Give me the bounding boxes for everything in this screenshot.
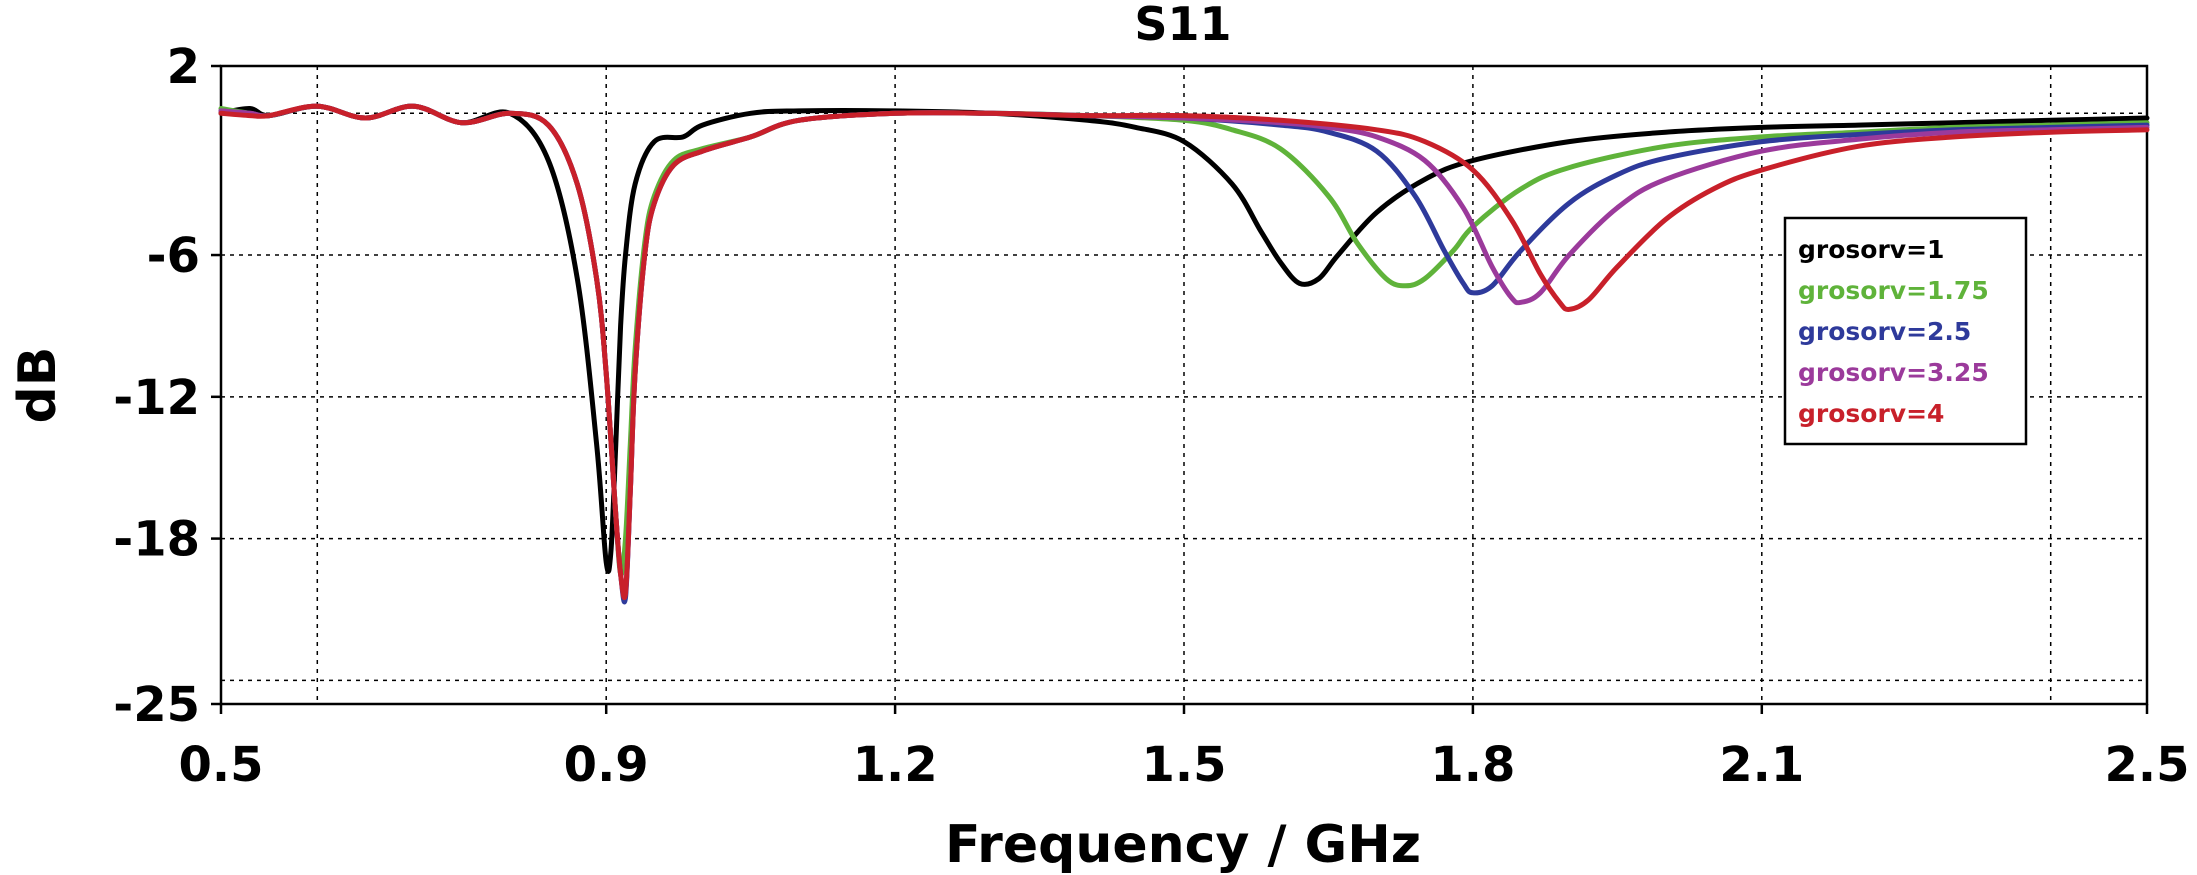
y-tick-label-2: -12 — [113, 370, 200, 426]
legend-entry-4: grosorv=4 — [1798, 399, 1944, 428]
y-tick-label-1: -6 — [147, 228, 200, 284]
x-tick-label-6: 2.5 — [2104, 737, 2189, 793]
x-tick-label-3: 1.5 — [1141, 737, 1226, 793]
legend-box — [1783, 216, 2028, 446]
series-line-0 — [218, 103, 2150, 574]
legend-entry-0: grosorv=1 — [1798, 235, 1944, 264]
x-tick-label-4: 1.8 — [1430, 737, 1515, 793]
y-tick-label-0: 2 — [167, 39, 200, 95]
series-curves — [218, 103, 2150, 605]
legend-entry-1: grosorv=1.75 — [1798, 276, 1989, 305]
y-tick-label-4: -25 — [113, 677, 200, 733]
y-tick-label-3: -18 — [113, 512, 200, 568]
axis-ticks: 0.5 0.9 1.2 1.5 1.8 2.1 2.5 2 -6 -12 -18 -25 — [113, 39, 2189, 793]
x-tick-label-5: 2.1 — [1719, 737, 1804, 793]
x-tick-label-2: 1.2 — [853, 737, 938, 793]
x-tick-label-1: 0.9 — [564, 737, 649, 793]
legend: grosorv=1 grosorv=1.75 grosorv=2.5 grosorv=… — [1783, 216, 2028, 446]
legend-entry-3: grosorv=3.25 — [1798, 358, 1989, 387]
y-axis-label: dB — [8, 347, 68, 424]
x-tick-label-0: 0.5 — [178, 737, 263, 793]
legend-entry-2: grosorv=2.5 — [1798, 317, 1971, 346]
chart-title: S11 — [1134, 0, 1231, 51]
series-line-4 — [218, 103, 2150, 601]
x-axis-label: Frequency / GHz — [945, 815, 1421, 875]
